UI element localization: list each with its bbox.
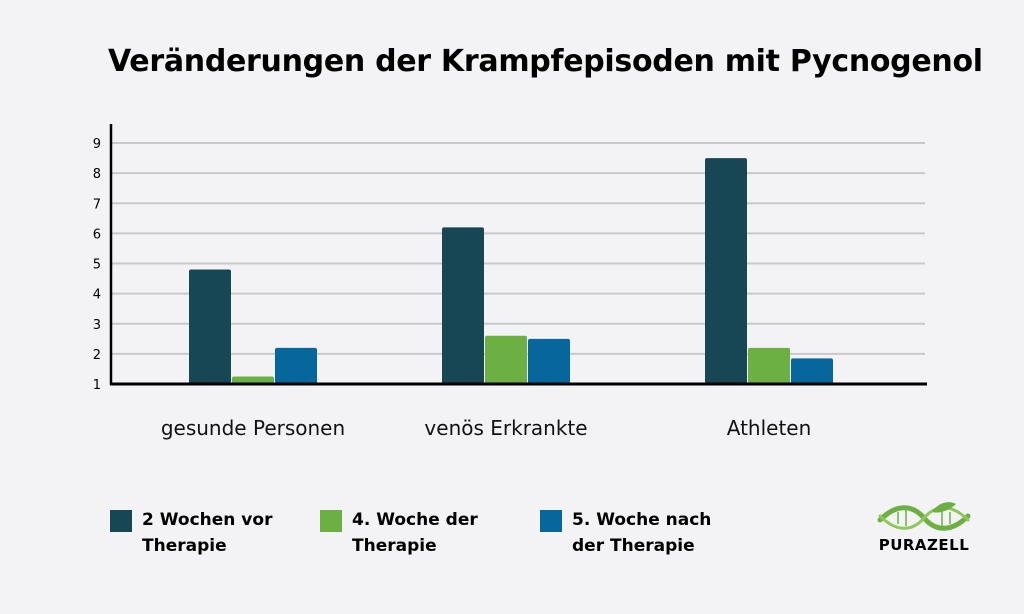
- legend-label-before: 2 Wochen vor Therapie: [142, 510, 273, 556]
- bar: [442, 227, 484, 384]
- logo-text: PURAZELL: [878, 536, 970, 554]
- category-label: Athleten: [726, 416, 812, 440]
- legend-swatch-before: [110, 510, 132, 532]
- bar: [485, 335, 527, 384]
- y-tick-label: 4: [93, 288, 101, 303]
- bar: [705, 158, 747, 384]
- bar: [232, 376, 274, 384]
- dna-leaf-icon: [877, 502, 971, 531]
- bar: [528, 338, 570, 384]
- bar: [791, 358, 833, 384]
- legend-item-before: 2 Wochen vor Therapie: [110, 510, 272, 559]
- y-tick-label: 7: [93, 197, 101, 212]
- y-tick-label: 3: [93, 318, 101, 333]
- legend-item-during: 4. Woche der Therapie: [320, 510, 478, 559]
- legend-swatch-after: [540, 510, 562, 532]
- y-tick-label: 5: [93, 258, 101, 273]
- category-label: venös Erkrankte: [424, 416, 588, 440]
- y-tick-label: 9: [93, 137, 101, 152]
- legend-swatch-during: [320, 510, 342, 532]
- legend-item-after: 5. Woche nach der Therapie: [540, 510, 711, 559]
- y-tick-label: 2: [93, 348, 101, 363]
- legend-label-during: 4. Woche der Therapie: [352, 510, 478, 556]
- y-tick-label: 1: [93, 378, 101, 393]
- y-tick-label: 8: [93, 167, 101, 182]
- legend-label-after: 5. Woche nach der Therapie: [572, 510, 712, 556]
- bar: [189, 269, 231, 384]
- purazell-logo: PURAZELL: [876, 500, 972, 554]
- bar: [748, 347, 790, 384]
- y-tick-label: 6: [93, 227, 101, 242]
- chart-title: Veränderungen der Krampfepisoden mit Pyc…: [108, 44, 983, 79]
- category-label: gesunde Personen: [160, 416, 346, 440]
- bar: [275, 347, 317, 384]
